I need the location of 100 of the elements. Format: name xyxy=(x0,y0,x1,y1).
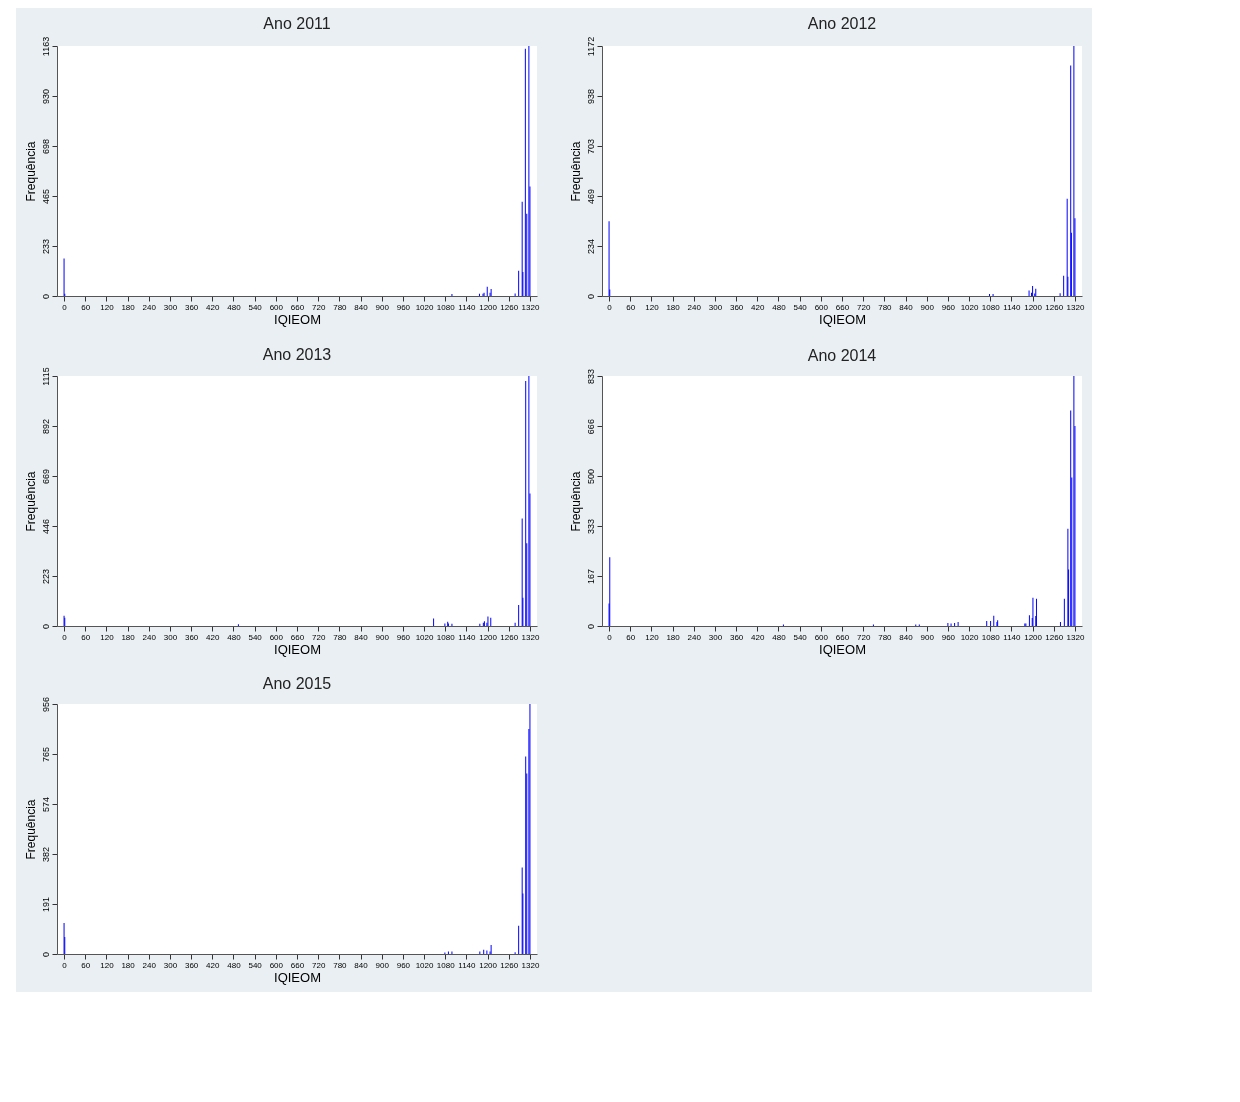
x-tick-label: 240 xyxy=(687,302,702,312)
x-tick-label: 1080 xyxy=(436,632,456,642)
x-tick-label: 780 xyxy=(878,632,893,642)
x-tick-label: 1020 xyxy=(960,302,980,312)
y-tick-label: 382 xyxy=(40,847,51,863)
x-tick-label: 0 xyxy=(62,632,68,642)
x-tick-label: 480 xyxy=(772,302,787,312)
x-tick-label: 1020 xyxy=(415,302,435,312)
x-tick-label: 1200 xyxy=(1024,632,1043,642)
x-tick-label: 420 xyxy=(206,960,221,970)
x-tick-label: 420 xyxy=(206,302,221,312)
x-tick-label: 60 xyxy=(626,302,636,312)
x-tick-label: 0 xyxy=(607,302,613,312)
y-tick-label: 938 xyxy=(585,88,596,104)
x-tick-label: 1260 xyxy=(500,302,519,312)
x-tick-label: 780 xyxy=(333,960,348,970)
x-tick-label: 60 xyxy=(81,960,91,970)
x-tick-label: 480 xyxy=(772,632,787,642)
x-tick-label: 360 xyxy=(729,302,744,312)
chart-title: Ano 2015 xyxy=(262,675,332,693)
x-tick-label: 1080 xyxy=(981,302,1001,312)
x-tick-label: 900 xyxy=(375,632,390,642)
x-tick-label: 660 xyxy=(835,632,850,642)
y-axis-title: Frequência xyxy=(23,471,38,532)
x-tick-label: 1140 xyxy=(458,302,477,312)
y-tick-label: 0 xyxy=(585,623,596,630)
x-tick-label: 1140 xyxy=(1003,302,1022,312)
x-tick-label: 600 xyxy=(814,302,829,312)
y-tick-label: 446 xyxy=(40,518,51,535)
x-tick-label: 720 xyxy=(857,632,871,642)
x-tick-label: 300 xyxy=(163,632,178,642)
x-tick-label: 360 xyxy=(184,632,199,642)
x-tick-label: 1020 xyxy=(415,632,435,642)
x-tick-label: 240 xyxy=(142,302,157,312)
y-axis-title: Frequência xyxy=(23,141,38,202)
x-tick-label: 840 xyxy=(354,960,369,970)
x-tick-label: 180 xyxy=(666,302,681,312)
x-tick-label: 1140 xyxy=(458,960,477,970)
x-tick-label: 300 xyxy=(708,632,723,642)
y-tick-label: 0 xyxy=(40,293,51,300)
y-tick-label: 500 xyxy=(585,468,596,484)
x-tick-label: 720 xyxy=(312,960,326,970)
x-axis-title: IQIEOM xyxy=(819,641,866,657)
y-axis-title: Frequência xyxy=(568,471,583,532)
x-tick-label: 1320 xyxy=(521,632,540,642)
y-tick-label: 0 xyxy=(40,623,51,630)
x-tick-label: 480 xyxy=(227,960,242,970)
x-tick-label: 780 xyxy=(333,632,348,642)
x-tick-label: 720 xyxy=(857,302,871,312)
x-tick-label: 180 xyxy=(121,302,136,312)
x-tick-label: 0 xyxy=(607,632,613,642)
x-tick-label: 300 xyxy=(163,960,178,970)
x-tick-label: 120 xyxy=(100,632,115,642)
y-tick-label: 765 xyxy=(40,746,51,762)
y-tick-label: 223 xyxy=(40,568,51,585)
x-tick-label: 1080 xyxy=(981,632,1001,642)
x-tick-label: 240 xyxy=(142,632,157,642)
x-tick-label: 960 xyxy=(396,302,411,312)
x-tick-label: 960 xyxy=(396,960,411,970)
y-tick-label: 167 xyxy=(585,568,596,584)
y-tick-label: 703 xyxy=(585,139,596,155)
y-axis-title: Frequência xyxy=(568,141,583,202)
x-tick-label: 1320 xyxy=(1066,302,1085,312)
x-tick-label: 0 xyxy=(62,302,68,312)
x-tick-label: 900 xyxy=(375,960,390,970)
x-tick-label: 480 xyxy=(227,302,242,312)
x-tick-label: 540 xyxy=(793,302,808,312)
x-tick-label: 900 xyxy=(920,632,935,642)
y-tick-label: 892 xyxy=(40,418,51,435)
x-tick-label: 540 xyxy=(248,960,263,970)
x-tick-label: 780 xyxy=(878,302,893,312)
chart-title: Ano 2014 xyxy=(807,347,877,365)
x-tick-label: 420 xyxy=(751,632,766,642)
chart-title: Ano 2013 xyxy=(262,345,332,363)
y-tick-label: 1163 xyxy=(40,36,51,57)
x-tick-label: 1260 xyxy=(500,960,519,970)
x-tick-label: 420 xyxy=(206,632,221,642)
x-tick-label: 960 xyxy=(941,302,956,312)
chart-title: Ano 2012 xyxy=(807,15,877,33)
y-tick-label: 191 xyxy=(40,897,51,913)
y-tick-label: 0 xyxy=(585,293,596,300)
x-tick-label: 1320 xyxy=(521,960,540,970)
x-tick-label: 480 xyxy=(227,632,242,642)
y-tick-label: 833 xyxy=(585,368,596,385)
x-tick-label: 1020 xyxy=(415,960,435,970)
y-tick-label: 234 xyxy=(585,239,596,255)
x-tick-label: 1260 xyxy=(500,632,519,642)
y-tick-label: 333 xyxy=(585,519,596,535)
x-tick-label: 720 xyxy=(312,632,326,642)
x-tick-label: 960 xyxy=(941,632,956,642)
x-tick-label: 1140 xyxy=(458,632,477,642)
x-tick-label: 120 xyxy=(100,302,115,312)
x-tick-label: 1320 xyxy=(521,302,540,312)
x-tick-label: 600 xyxy=(814,632,829,642)
x-tick-label: 1260 xyxy=(1045,632,1064,642)
x-tick-label: 720 xyxy=(312,302,326,312)
x-axis-title: IQIEOM xyxy=(274,641,321,657)
x-tick-label: 840 xyxy=(354,632,369,642)
x-tick-label: 360 xyxy=(184,302,199,312)
y-tick-label: 574 xyxy=(40,796,51,812)
